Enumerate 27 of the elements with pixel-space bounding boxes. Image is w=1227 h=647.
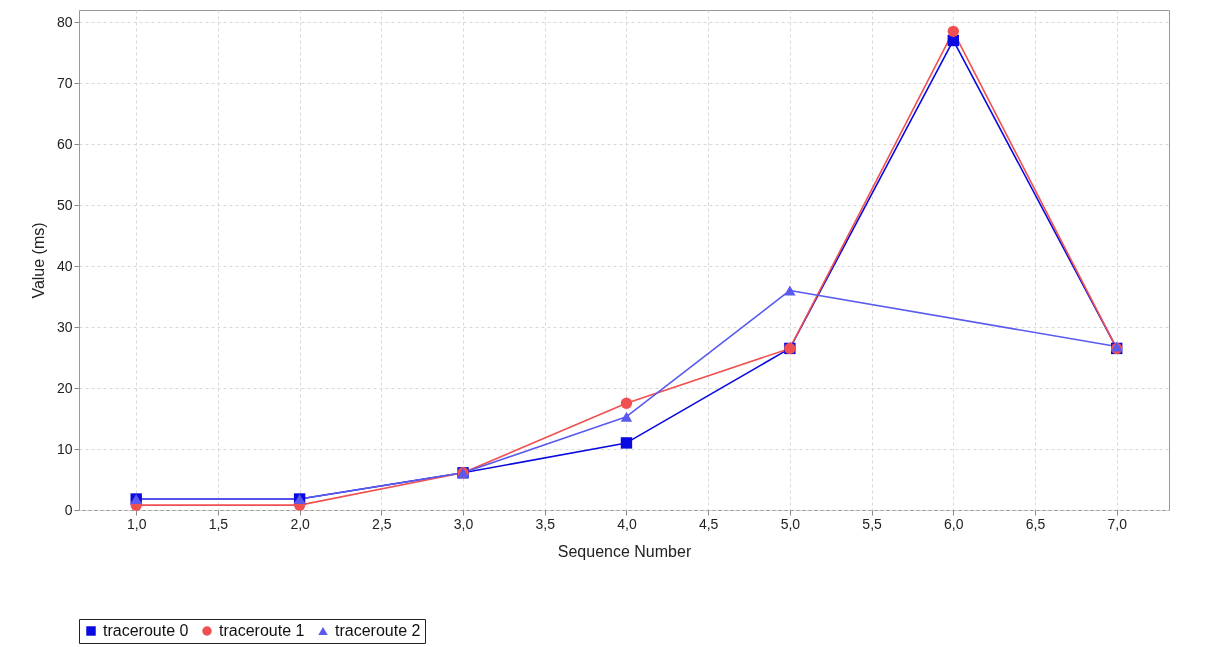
x-tick-label: 2,0: [290, 515, 311, 532]
x-tick-label: 4,0: [617, 515, 637, 532]
y-tick-label: 70: [56, 74, 73, 91]
x-tick-label: 6,5: [1025, 515, 1046, 532]
y-tick-label: 80: [56, 13, 73, 30]
x-tick-label: 4,5: [698, 515, 719, 532]
legend-label: traceroute 1: [219, 622, 305, 639]
y-tick-label: 40: [56, 257, 73, 274]
legend-label: traceroute 0: [103, 622, 189, 639]
y-tick-label: 0: [64, 501, 73, 518]
y-axis-title: Value (ms): [29, 222, 47, 299]
y-tick-label: 10: [56, 440, 73, 457]
y-tick-label: 60: [56, 135, 73, 152]
y-tick-label: 50: [56, 196, 73, 213]
x-tick-label: 6,0: [944, 515, 964, 532]
x-axis-title: Sequence Number: [557, 542, 692, 560]
x-tick-label: 3,0: [453, 515, 474, 532]
y-tick-label: 20: [56, 379, 73, 396]
x-tick-label: 3,5: [535, 515, 556, 532]
x-tick-label: 1,5: [208, 515, 229, 532]
legend-label: traceroute 2: [335, 622, 421, 639]
x-tick-label: 2,5: [372, 515, 392, 532]
x-tick-label: 7,0: [1107, 515, 1128, 532]
x-tick-label: 5,0: [780, 515, 801, 532]
x-tick-label: 1,0: [126, 515, 147, 532]
x-tick-label: 5,5: [862, 515, 883, 532]
y-tick-label: 30: [56, 318, 73, 335]
